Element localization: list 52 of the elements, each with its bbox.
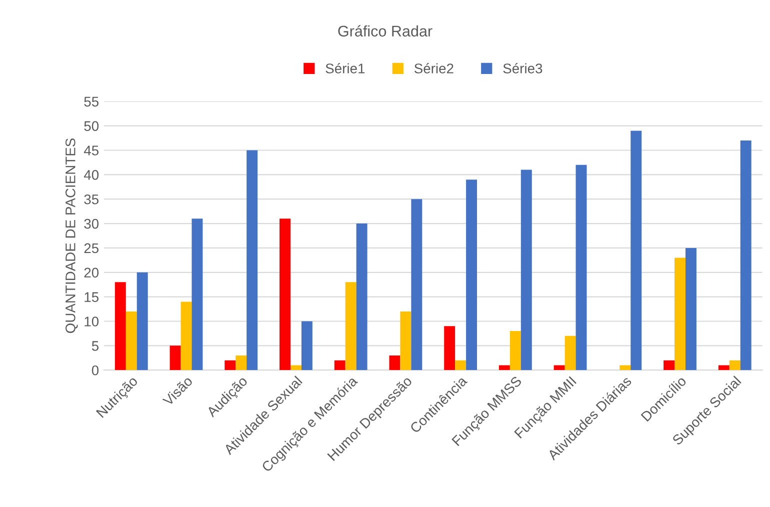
bar	[576, 164, 587, 370]
legend-label: Série1	[326, 63, 365, 74]
bar	[126, 311, 137, 370]
bar	[400, 311, 412, 370]
bar	[389, 355, 400, 370]
bar	[301, 321, 312, 370]
y-tick-label: 50	[84, 121, 99, 131]
bar	[498, 365, 510, 370]
chart-title: Gráfico Radar	[338, 25, 432, 37]
y-tick-label: 40	[84, 170, 99, 180]
bar	[664, 360, 675, 370]
bar	[224, 360, 236, 370]
bar	[718, 365, 730, 370]
legend-label: Série2	[414, 63, 454, 74]
bar	[729, 360, 740, 370]
bar	[192, 218, 203, 370]
bar	[280, 218, 290, 370]
bar	[520, 170, 532, 370]
bar	[510, 331, 521, 370]
bar	[114, 282, 126, 370]
y-tick-label: 25	[84, 243, 99, 254]
bar	[674, 258, 686, 370]
y-tick-label: 0	[92, 365, 99, 376]
y-tick-label: 45	[84, 146, 99, 156]
bar	[620, 365, 631, 370]
y-tick-label: 30	[84, 218, 99, 229]
y-tick-label: 15	[84, 292, 99, 302]
bar	[180, 302, 192, 370]
bar	[356, 224, 368, 370]
bar	[554, 365, 565, 370]
bar	[630, 130, 642, 370]
legend-label: Série3	[503, 63, 542, 74]
bar	[444, 326, 456, 370]
bar	[411, 199, 422, 370]
bar	[334, 360, 346, 370]
y-tick-label: 35	[84, 194, 99, 204]
y-tick-label: 5	[92, 341, 99, 351]
bar	[136, 272, 148, 370]
y-tick-label: 20	[84, 268, 99, 278]
y-tick-label: 55	[84, 96, 99, 107]
bar	[466, 180, 478, 370]
y-axis-title: QUANTIDADE DE PACIENTES	[66, 138, 78, 333]
bar	[685, 248, 696, 370]
bar	[290, 365, 302, 370]
bar	[455, 360, 466, 370]
bar	[564, 336, 576, 370]
bar	[740, 140, 752, 370]
bar	[246, 150, 258, 370]
bar	[345, 282, 356, 370]
bar	[236, 355, 247, 370]
bar	[170, 346, 181, 370]
y-tick-label: 10	[84, 316, 99, 326]
